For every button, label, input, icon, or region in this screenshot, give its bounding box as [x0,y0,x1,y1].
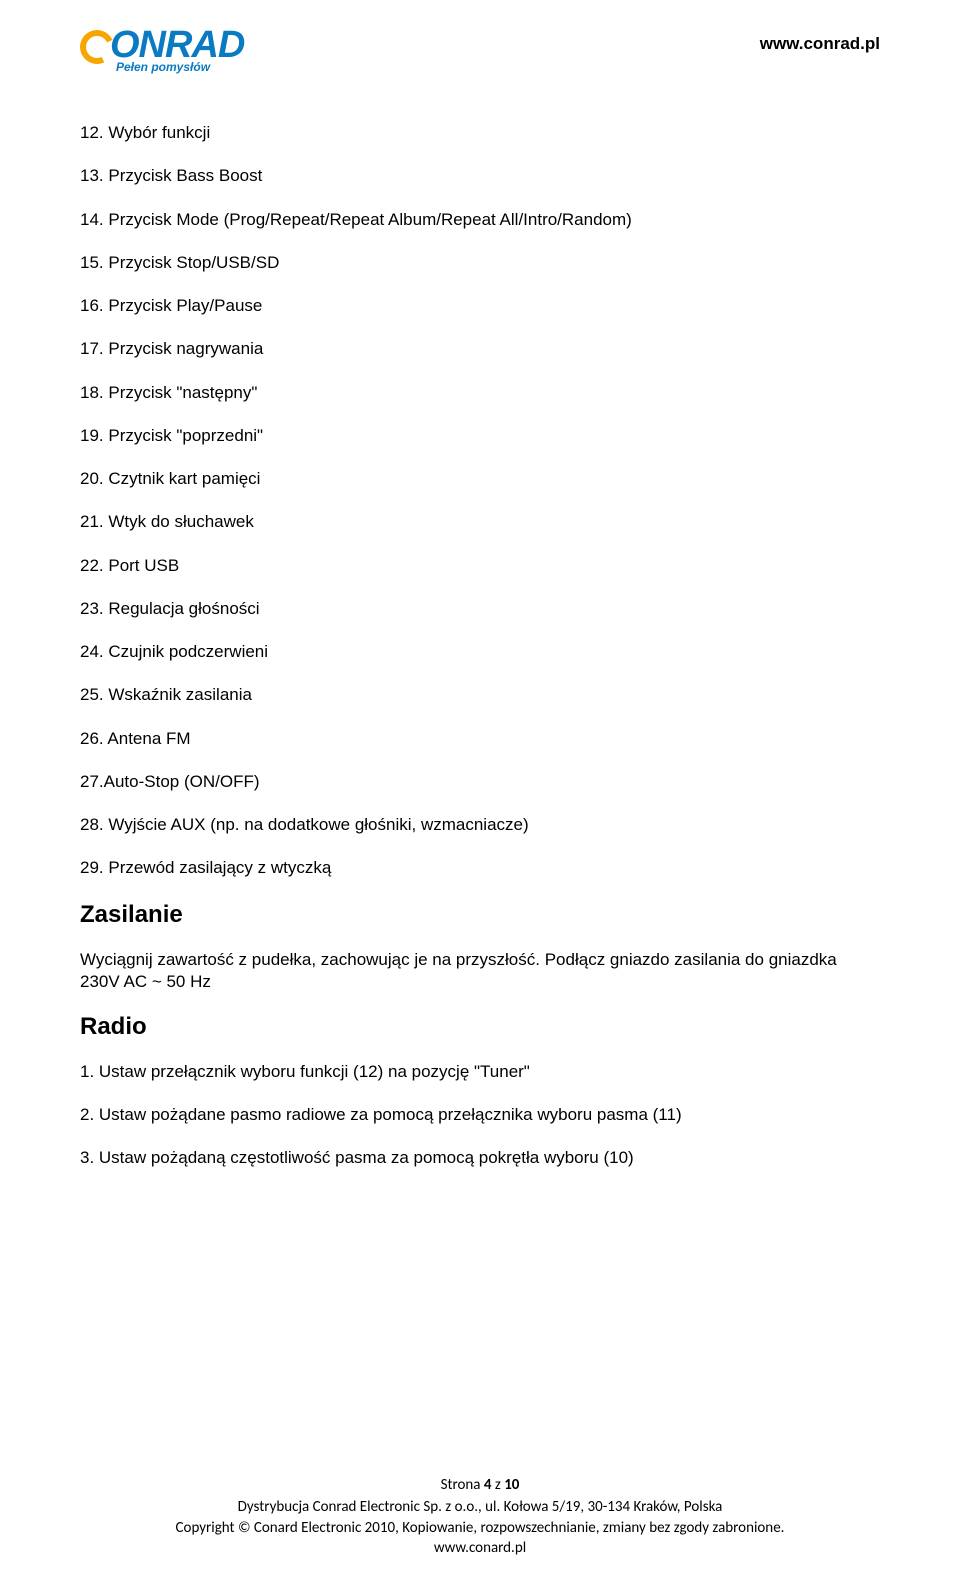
page-number: Strona 4 z 10 [0,1475,960,1495]
list-item: 28. Wyjście AUX (np. na dodatkowe głośni… [80,814,880,835]
section-heading-radio: Radio [80,1013,880,1041]
list-item: 15. Przycisk Stop/USB/SD [80,252,880,273]
logo-tagline: Pełen pomysłów [116,60,244,74]
list-item: 3. Ustaw pożądaną częstotliwość pasma za… [80,1147,880,1168]
footer-line-3: www.conard.pl [0,1538,960,1558]
list-item: 21. Wtyk do słuchawek [80,511,880,532]
page-header: ONRAD Pełen pomysłów www.conrad.pl [80,28,880,74]
list-item: 25. Wskaźnik zasilania [80,684,880,705]
list-item: 23. Regulacja głośności [80,598,880,619]
list-item: 2. Ustaw pożądane pasmo radiowe za pomoc… [80,1104,880,1125]
header-url: www.conrad.pl [760,34,880,54]
numbered-list-radio: 1. Ustaw przełącznik wyboru funkcji (12)… [80,1061,880,1169]
list-item: 14. Przycisk Mode (Prog/Repeat/Repeat Al… [80,209,880,230]
logo: ONRAD Pełen pomysłów [80,28,244,74]
list-item: 18. Przycisk "następny" [80,382,880,403]
logo-text: ONRAD [110,28,244,62]
list-item: 27.Auto-Stop (ON/OFF) [80,771,880,792]
list-item: 13. Przycisk Bass Boost [80,165,880,186]
list-item: 1. Ustaw przełącznik wyboru funkcji (12)… [80,1061,880,1082]
footer-line-2: Copyright © Conard Electronic 2010, Kopi… [0,1518,960,1538]
section-paragraph-zasilanie: Wyciągnij zawartość z pudełka, zachowują… [80,949,880,993]
list-item: 24. Czujnik podczerwieni [80,641,880,662]
section-heading-zasilanie: Zasilanie [80,901,880,929]
list-item: 26. Antena FM [80,728,880,749]
logo-main: ONRAD [80,28,244,62]
footer-line-1: Dystrybucja Conrad Electronic Sp. z o.o.… [0,1497,960,1517]
list-item: 16. Przycisk Play/Pause [80,295,880,316]
list-item: 22. Port USB [80,555,880,576]
list-item: 12. Wybór funkcji [80,122,880,143]
list-item: 29. Przewód zasilający z wtyczką [80,857,880,878]
list-item: 19. Przycisk "poprzedni" [80,425,880,446]
page-footer: Strona 4 z 10 Dystrybucja Conrad Electro… [0,1475,960,1558]
list-item: 20. Czytnik kart pamięci [80,468,880,489]
numbered-list-main: 12. Wybór funkcji 13. Przycisk Bass Boos… [80,122,880,879]
list-item: 17. Przycisk nagrywania [80,338,880,359]
